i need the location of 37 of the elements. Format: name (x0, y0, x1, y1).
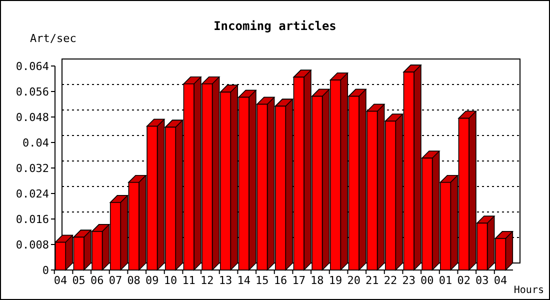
y-tick-label: 0.04 (22, 136, 50, 150)
y-tick-label: 0.024 (16, 187, 50, 200)
x-tick-label: 11 (182, 274, 196, 287)
x-tick-label: 03 (476, 274, 489, 287)
y-axis-title: Art/sec (30, 32, 76, 45)
x-tick-label: 14 (237, 274, 251, 287)
y-tick-label: 0.056 (16, 85, 49, 98)
x-tick-label: 13 (218, 274, 232, 287)
y-tick-label: 0 (42, 264, 49, 277)
x-tick-label: 00 (420, 274, 434, 287)
x-tick-label: 12 (200, 274, 214, 287)
chart-title: Incoming articles (214, 19, 336, 33)
x-tick-label: 19 (328, 274, 342, 287)
x-tick-label: 08 (127, 274, 140, 287)
x-tick-label: 01 (438, 274, 452, 287)
x-tick-label: 18 (310, 274, 324, 287)
x-tick-label: 20 (347, 274, 360, 287)
x-tick-label: 21 (366, 274, 379, 287)
x-tick-label: 04 (54, 274, 68, 287)
x-tick-label: 04 (494, 274, 508, 287)
y-tick-label: 0.064 (16, 60, 50, 73)
y-tick-label: 0.048 (16, 110, 49, 124)
x-tick-label: 15 (256, 274, 269, 287)
y-tick-label: 0.008 (16, 238, 49, 252)
y-tick-label: 0.032 (16, 162, 49, 175)
x-tick-label: 17 (292, 274, 306, 287)
y-tick-label: 0.016 (16, 212, 49, 226)
x-tick-label: 22 (384, 274, 398, 287)
x-tick-label: 06 (90, 274, 104, 287)
x-tick-label: 10 (164, 274, 178, 287)
x-tick-label: 23 (402, 274, 416, 287)
x-axis-title: Hours (514, 285, 544, 296)
x-tick-label: 05 (72, 274, 86, 287)
x-tick-label: 16 (274, 274, 288, 287)
x-tick-label: 02 (457, 274, 470, 287)
x-tick-label: 09 (146, 274, 159, 287)
x-tick-label: 07 (108, 274, 122, 287)
